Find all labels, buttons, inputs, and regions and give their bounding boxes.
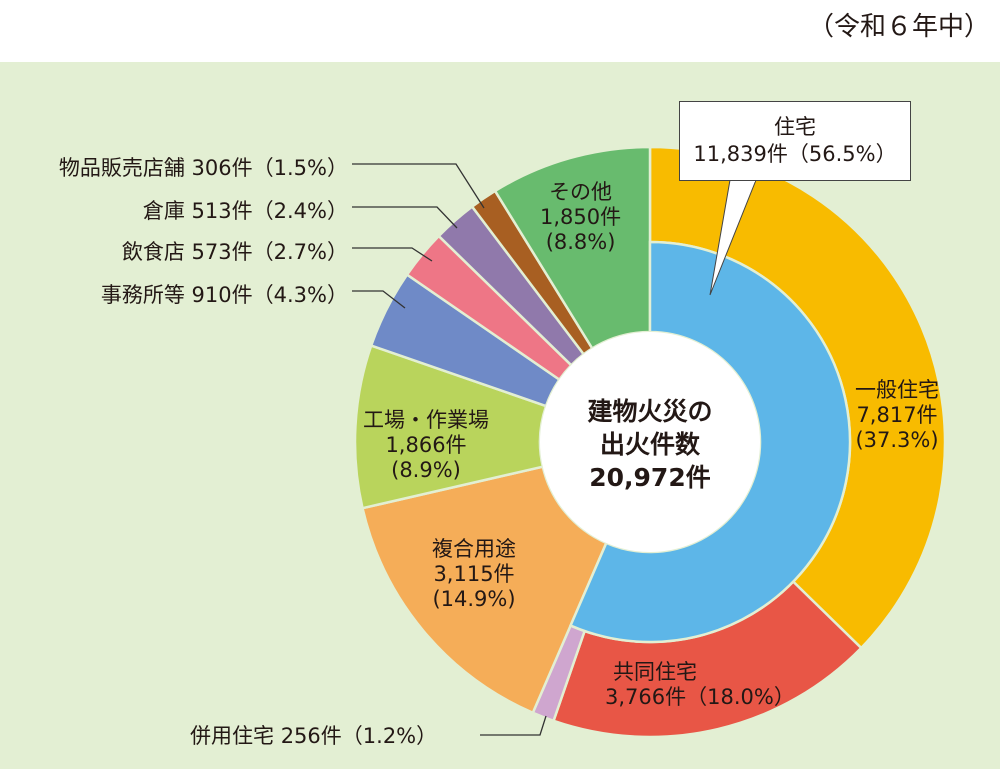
- housing-callout: 住宅 11,839件（56.5%）: [679, 101, 911, 181]
- leader-line-物品販売店舗: [352, 163, 485, 209]
- label-工場作業場: 工場・作業場 1,866件 (8.9%): [363, 408, 489, 482]
- leader-line-倉庫: [352, 206, 458, 229]
- label-倉庫: 倉庫 513件（2.4%）: [142, 199, 348, 223]
- label-共同住宅: 共同住宅 3,766件（18.0%）: [605, 660, 795, 709]
- label-飲食店: 飲食店 573件（2.7%）: [121, 240, 348, 264]
- leader-line-事務所等: [352, 290, 406, 309]
- label-物品販売店舗: 物品販売店舗 306件（1.5%）: [58, 156, 348, 180]
- label-その他: その他 1,850件 (8.8%): [540, 180, 622, 254]
- leader-line-併用住宅: [480, 715, 547, 736]
- label-複合用途: 複合用途 3,115件 (14.9%): [432, 537, 516, 611]
- center-label: 建物火災の 出火件数 20,972件: [540, 395, 760, 494]
- center-total: 20,972件: [589, 463, 711, 492]
- label-value: 11,839件（56.5%）: [693, 142, 897, 166]
- period-note: （令和６年中）: [807, 12, 990, 42]
- label-併用住宅: 併用住宅 256件（1.2%）: [190, 724, 438, 748]
- center-line1: 建物火災の: [587, 397, 713, 426]
- label-一般住宅: 一般住宅 7,817件 (37.3%): [855, 378, 939, 452]
- label-name: 住宅: [774, 115, 816, 139]
- center-line2: 出火件数: [599, 430, 700, 459]
- leader-line-飲食店: [352, 247, 433, 262]
- label-事務所等: 事務所等 910件（4.3%）: [100, 283, 348, 307]
- center-hole: [540, 332, 760, 552]
